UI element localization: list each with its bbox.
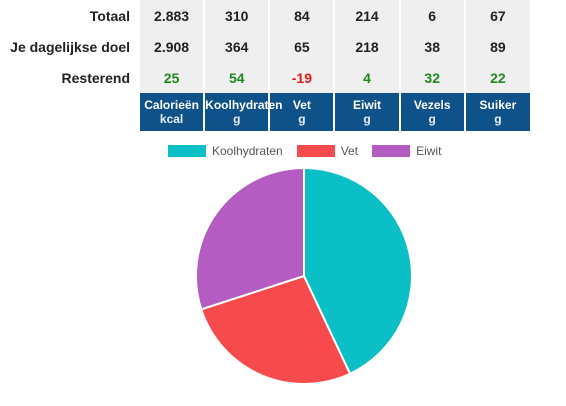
legend-label: Vet — [340, 144, 359, 158]
cell-value: 38 — [398, 31, 465, 62]
column-header: Vet g — [268, 93, 335, 131]
cell-value: 54 — [203, 62, 270, 93]
cell-value: 214 — [333, 0, 400, 31]
table-row: Resterend 25 54 -19 4 32 22 — [0, 62, 530, 93]
table-row: Je dagelijkse doel 2.908 364 65 218 38 89 — [0, 31, 530, 62]
cell-value: 84 — [268, 0, 335, 31]
cell-value: 6 — [398, 0, 465, 31]
column-header-unit: g — [298, 112, 306, 126]
table-row: Totaal 2.883 310 84 214 6 67 — [0, 0, 530, 31]
pie-slice-vet[interactable] — [200, 274, 352, 385]
column-header-name: Vet — [292, 98, 311, 112]
pie-slice-eiwit[interactable] — [195, 166, 305, 311]
cell-value: 89 — [463, 31, 530, 62]
cell-value: -19 — [268, 62, 335, 93]
column-header: Calorieën kcal — [137, 93, 205, 131]
column-header: Koolhydraten g — [203, 93, 283, 131]
cell-value: 218 — [333, 31, 400, 62]
legend-swatch — [296, 145, 335, 157]
legend-swatch — [168, 145, 206, 157]
legend-item-koolhydraten[interactable]: Koolhydraten — [168, 144, 283, 158]
nutrition-summary-table: Totaal 2.883 310 84 214 6 67 Je dagelijkse doel… — [0, 0, 530, 131]
cell-value: 32 — [398, 62, 465, 93]
column-header: Suiker g — [463, 93, 530, 131]
cell-value: 364 — [203, 31, 270, 62]
pie-slice-koolhydraten[interactable] — [303, 166, 413, 376]
row-label: Resterend — [61, 69, 130, 86]
column-header-unit: g — [428, 112, 436, 126]
legend-item-vet[interactable]: Vet — [296, 144, 359, 158]
column-header-unit: g — [233, 112, 241, 126]
header-spacer — [0, 93, 139, 131]
column-header-unit: g — [494, 112, 502, 126]
row-label: Totaal — [89, 7, 130, 24]
column-header-name: Suiker — [479, 98, 517, 112]
legend-item-eiwit[interactable]: Eiwit — [372, 144, 441, 158]
column-header-row: Calorieën kcal Koolhydraten g Vet g Eiwit g Veze… — [0, 93, 530, 131]
column-header-name: Koolhydraten — [205, 98, 283, 112]
column-header-unit: kcal — [159, 112, 184, 126]
legend-label: Koolhydraten — [212, 144, 283, 158]
column-header-unit: g — [363, 112, 371, 126]
cell-value: 4 — [333, 62, 400, 93]
cell-value: 2.883 — [137, 0, 205, 31]
column-header-name: Calorieën — [144, 98, 199, 112]
legend-swatch — [372, 145, 411, 157]
row-label: Je dagelijkse doel — [10, 38, 130, 55]
column-header: Eiwit g — [333, 93, 400, 131]
cell-value: 310 — [203, 0, 270, 31]
cell-value: 67 — [463, 0, 530, 31]
cell-value: 2.908 — [137, 31, 205, 62]
legend-label: Eiwit — [416, 144, 442, 158]
column-header-name: Vezels — [413, 98, 451, 112]
column-header: Vezels g — [398, 93, 465, 131]
cell-value: 22 — [463, 62, 530, 93]
cell-value: 25 — [137, 62, 205, 93]
column-header-name: Eiwit — [353, 98, 382, 112]
cell-value: 65 — [268, 31, 335, 62]
chart-legend: Koolhydraten Vet Eiwit — [168, 143, 455, 159]
